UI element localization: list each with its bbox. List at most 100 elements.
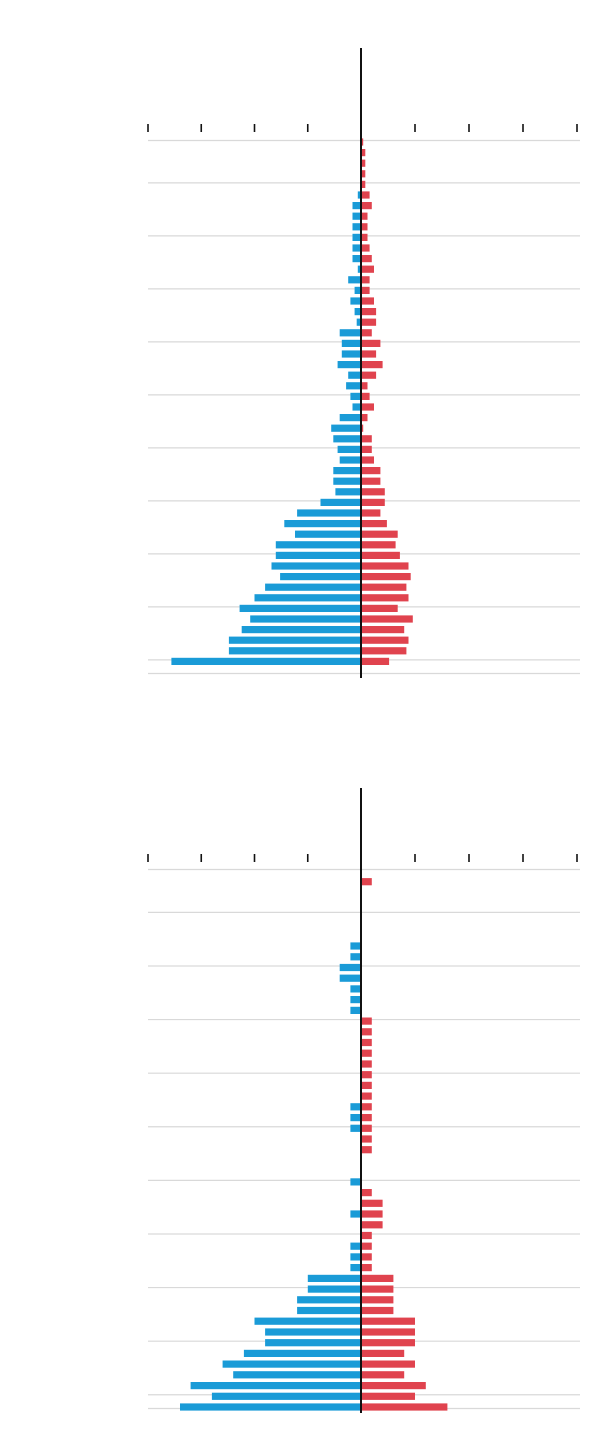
bar-left [243,1349,361,1357]
bar-right [361,636,409,644]
bar-right [361,202,372,210]
bar-left [354,286,361,294]
bar-right [361,1317,415,1325]
bar-right [361,1103,372,1111]
bar-left [297,1296,361,1304]
bar-left [337,361,361,369]
bar-left [350,1264,361,1272]
bar-right [361,1146,372,1154]
bar-left [350,996,361,1004]
bar-left [295,530,361,538]
bar-right [361,329,372,337]
bar-left [211,1392,361,1400]
bar-left [350,1253,361,1261]
bar-right [361,1017,372,1025]
bar-left [350,1178,361,1186]
bar-right [361,530,398,538]
bar-right [361,520,387,528]
bar-left [356,318,361,326]
bar-right [361,371,377,379]
bar-left [222,1360,361,1368]
bar-right [361,382,368,390]
bar-left [354,308,361,316]
bar-right [361,414,368,422]
bar-right [361,1049,372,1057]
bar-left [275,541,361,549]
bar-right [361,424,364,432]
bar-right [361,1349,405,1357]
bar-left [271,562,361,570]
chart-panel-bottom [147,788,580,1413]
bar-left [280,573,361,581]
bar-right [361,604,398,612]
bar-left [239,604,361,612]
bar-right [361,212,368,220]
bar-left [350,985,361,993]
bar-left [352,202,361,210]
bar-left [171,657,361,665]
bar-right [361,878,372,886]
bar-right [361,551,400,559]
bar-right [361,149,366,157]
bar-right [361,541,396,549]
bar-right [361,1189,372,1197]
bar-left [339,974,361,982]
bar-left [254,1317,361,1325]
bar-right [361,403,374,411]
bar-left [350,1210,361,1218]
bar-left [350,1242,361,1250]
bar-right [361,562,409,570]
bar-right [361,573,411,581]
bar-left [352,244,361,252]
bar-right [361,583,407,591]
bar-right [361,445,372,453]
bar-right [361,435,372,443]
bar-left [352,212,361,220]
bar-right [361,1081,372,1089]
bar-left [352,403,361,411]
chart-panel-top [147,48,580,678]
bar-right [361,297,374,305]
bar-right [361,361,383,369]
bar-right [361,1199,383,1207]
bar-right [361,1285,394,1293]
bar-right [361,339,381,347]
bar-right [361,1306,394,1315]
bar-right [361,456,374,464]
bar-left [357,191,361,199]
bar-right [361,170,366,178]
bar-right [361,180,366,188]
bar-right [361,498,385,506]
bar-right [361,488,385,496]
bar-right [361,509,381,517]
bar-left [307,1274,362,1282]
bar-left [350,392,361,400]
bar-left [335,488,361,496]
bar-right [361,647,407,655]
bar-left [233,1371,361,1379]
bar-left [275,551,361,559]
bar-right [361,265,374,273]
bar-right [361,1071,372,1079]
bar-left [350,1114,361,1122]
bar-right [361,1135,372,1143]
bar-right [361,1092,372,1100]
bar-right [361,1221,383,1229]
bar-right [361,191,370,199]
bar-right [361,1028,372,1036]
bar-right [361,1392,415,1400]
bar-right [361,1210,383,1218]
bar-left [350,1103,361,1111]
bar-left [333,435,361,443]
bar-left [339,414,361,422]
bar-left [348,371,361,379]
bar-left [250,615,361,623]
bar-left [265,1328,361,1336]
bar-right [361,1124,372,1132]
bar-right [361,1060,372,1068]
bar-left [339,456,361,464]
bar-left [297,1306,361,1315]
bar-right [361,223,368,231]
bar-right [361,392,370,400]
